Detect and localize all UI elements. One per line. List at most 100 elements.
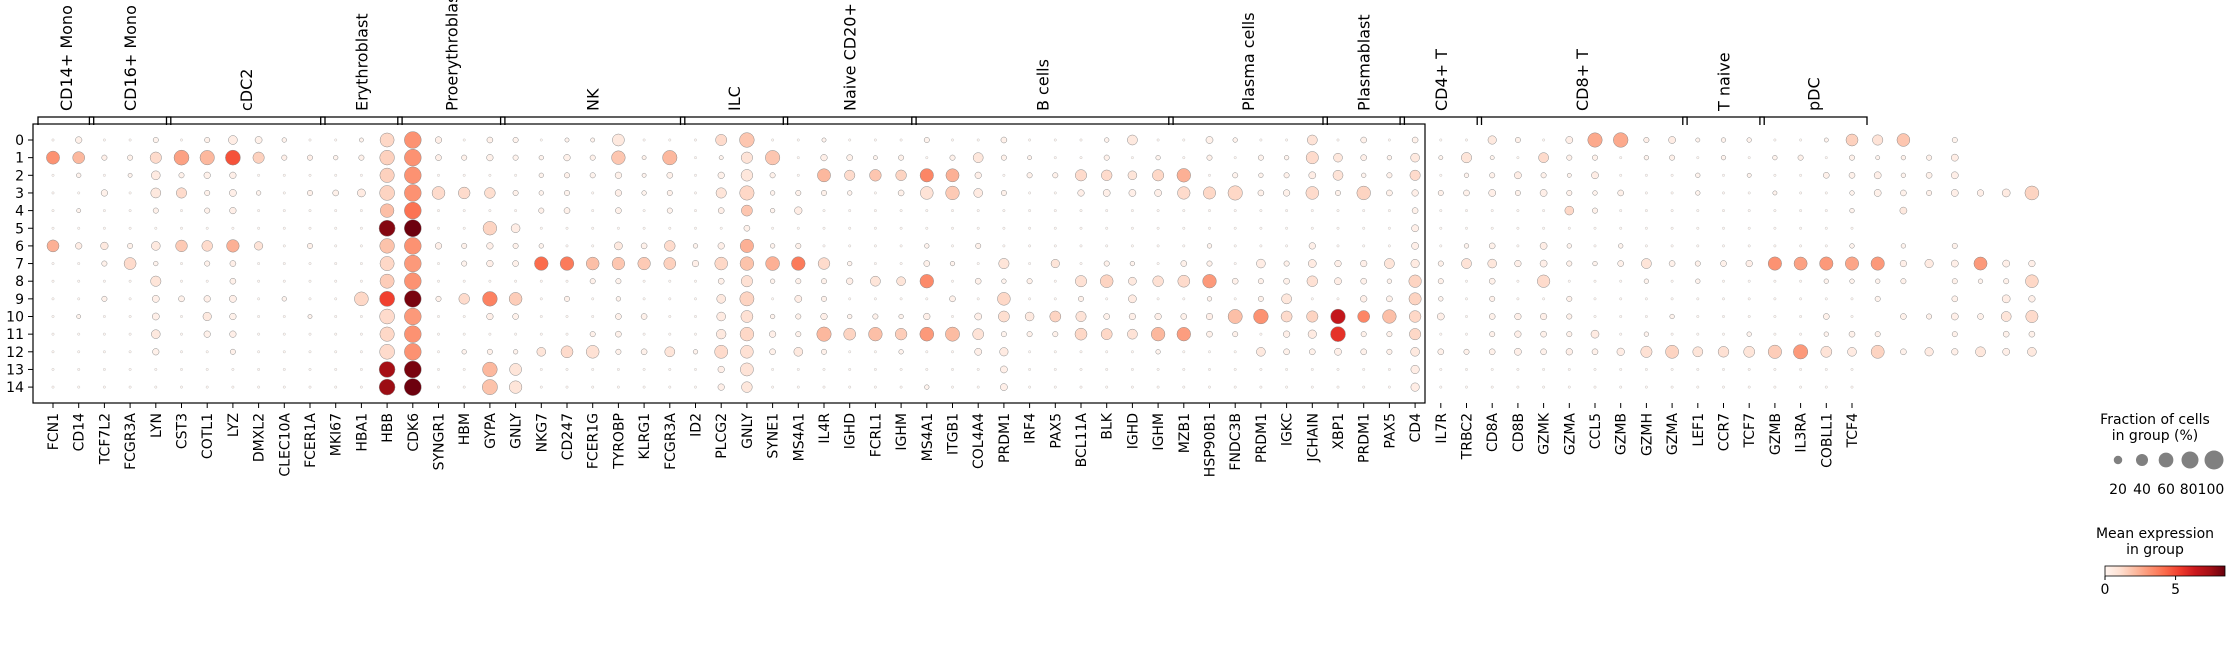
dot xyxy=(488,173,492,177)
dot xyxy=(359,244,363,248)
dot xyxy=(1767,256,1782,271)
dot xyxy=(951,315,954,318)
gene-group-bracket xyxy=(165,116,326,125)
y-tick-label: 0 xyxy=(15,133,24,149)
dot xyxy=(1386,331,1393,338)
dot xyxy=(591,191,595,195)
dot xyxy=(431,186,446,200)
dot xyxy=(899,385,903,389)
dot xyxy=(848,385,852,389)
dot xyxy=(974,277,982,285)
dot xyxy=(1848,330,1856,338)
gene-group-label: ILC xyxy=(725,86,744,111)
dot xyxy=(482,379,498,395)
dot xyxy=(1102,189,1111,197)
dot xyxy=(615,313,622,320)
dot xyxy=(1747,297,1751,301)
dot xyxy=(796,385,800,389)
dot xyxy=(534,256,549,271)
dot xyxy=(951,279,954,283)
dot xyxy=(848,226,852,230)
dot xyxy=(1747,226,1751,230)
dot xyxy=(1951,242,1958,249)
dot xyxy=(1280,310,1293,323)
dot xyxy=(152,348,160,356)
dot xyxy=(1643,331,1649,337)
dot xyxy=(1386,348,1393,355)
dot xyxy=(514,332,517,336)
dot xyxy=(975,242,982,249)
dot xyxy=(512,260,519,267)
x-tick-label: TCF7L2 xyxy=(97,413,113,465)
dot xyxy=(615,296,621,302)
dot xyxy=(795,190,802,196)
dot xyxy=(1593,226,1597,230)
dot xyxy=(1850,297,1854,301)
dot xyxy=(354,291,369,307)
dot xyxy=(1747,209,1751,213)
x-tick-label: GNLY xyxy=(740,413,756,449)
dot xyxy=(1180,313,1188,320)
dot xyxy=(1849,278,1855,284)
gene-group-bracket xyxy=(782,116,917,125)
dot xyxy=(1437,348,1445,356)
dot xyxy=(1951,331,1958,338)
dot xyxy=(1567,226,1571,230)
dot xyxy=(127,242,134,249)
dot xyxy=(154,385,158,389)
dot xyxy=(1747,244,1751,248)
dot xyxy=(1257,278,1264,285)
dot xyxy=(1465,368,1468,371)
dot xyxy=(1538,152,1549,163)
dot xyxy=(976,262,980,265)
dot xyxy=(1155,155,1161,161)
gene-group-label: Plasmablast xyxy=(1355,14,1374,111)
dot xyxy=(663,257,677,270)
dot xyxy=(1382,309,1397,324)
dot xyxy=(1516,279,1520,283)
dot xyxy=(1539,259,1548,268)
dot xyxy=(149,151,162,164)
dot xyxy=(1334,260,1342,268)
dot xyxy=(1489,331,1496,338)
dot xyxy=(1000,136,1008,144)
size-legend-tick: 80100 xyxy=(2180,482,2225,498)
dot xyxy=(794,206,803,215)
dot xyxy=(75,242,83,250)
dot xyxy=(308,332,312,336)
dot xyxy=(1310,368,1314,371)
dot xyxy=(1593,315,1597,318)
dot xyxy=(103,173,106,177)
dot xyxy=(257,262,260,265)
dot xyxy=(874,385,877,389)
dot xyxy=(1128,312,1136,321)
dot xyxy=(589,331,596,338)
dot xyxy=(1566,190,1573,196)
dot xyxy=(404,166,422,184)
dot xyxy=(437,350,440,354)
dot xyxy=(1850,385,1854,389)
dot xyxy=(1695,172,1701,178)
dot xyxy=(404,149,422,167)
dot xyxy=(1590,329,1600,339)
dot xyxy=(1360,154,1367,161)
dot xyxy=(482,221,497,236)
dot xyxy=(951,350,954,354)
dot xyxy=(1079,226,1083,230)
dot xyxy=(1233,226,1237,230)
dot xyxy=(1793,256,1808,271)
dot xyxy=(1336,138,1340,142)
dot xyxy=(2025,310,2039,323)
dot xyxy=(1951,171,1959,180)
dot xyxy=(1283,260,1290,267)
dot xyxy=(1619,315,1623,318)
dot xyxy=(1362,244,1366,248)
dot xyxy=(1619,368,1623,371)
dot xyxy=(488,332,492,336)
dot xyxy=(614,241,623,251)
y-tick-label: 1 xyxy=(15,151,24,167)
dot xyxy=(1131,368,1134,371)
dot xyxy=(898,349,904,355)
x-tick-label: BLK xyxy=(1100,412,1116,439)
dot xyxy=(974,171,982,179)
